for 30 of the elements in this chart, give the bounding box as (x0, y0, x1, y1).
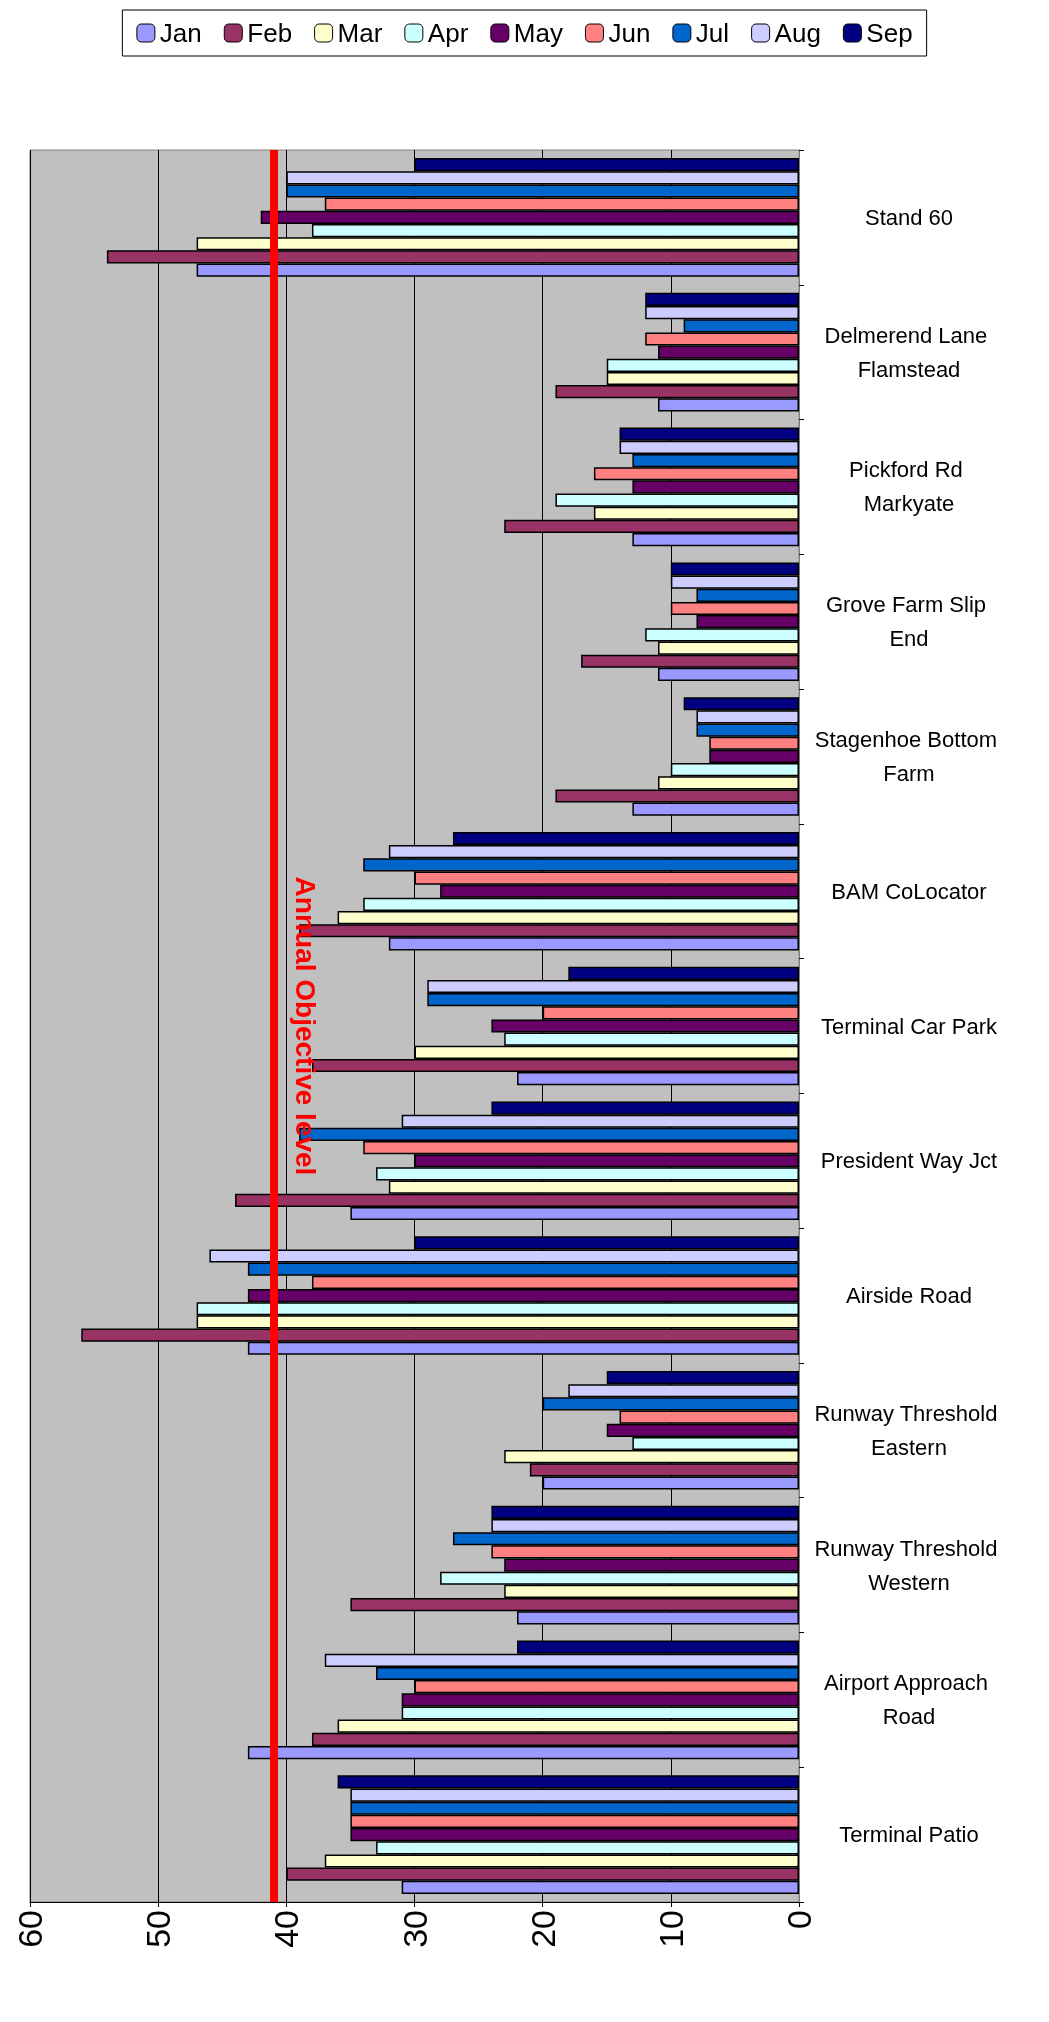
legend-label: Feb (247, 18, 293, 48)
legend-label: May (513, 18, 563, 48)
y-tick-label: Airside Road (846, 1283, 972, 1309)
y-tick-label: President Way Jct (820, 1148, 998, 1174)
x-tick-label: 50 (139, 1910, 178, 1948)
legend-label: Sep (866, 18, 913, 48)
x-tick-label: 0 (780, 1910, 818, 1929)
y-tick-label: Terminal Car Park (820, 1013, 999, 1039)
y-tick-label: Pickford Rd Markyate (849, 457, 969, 517)
y-tick-label: Delmerend Lane Flamstead (824, 322, 994, 382)
x-tick-label: 30 (395, 1910, 434, 1948)
x-tick-label: 10 (651, 1910, 690, 1948)
legend-label: Jan (159, 18, 202, 48)
y-tick-label: Terminal Patio (839, 1822, 979, 1848)
y-tick-label: BAM CoLocator (831, 878, 987, 904)
legend-label: Jun (608, 18, 651, 48)
legend-label: Mar (337, 18, 383, 48)
x-tick-label: 20 (523, 1910, 562, 1948)
y-tick-label: Airport Approach Road (824, 1670, 994, 1730)
y-tick-label: Stand 60 (864, 204, 954, 230)
legend-label: Aug (774, 18, 821, 48)
ref-line-label: Annual Objective level (290, 876, 322, 1176)
y-tick-label: Stagenhoe Bottom Farm (814, 726, 1004, 786)
legend-label: Apr (427, 18, 469, 48)
x-tick-label: 60 (11, 1910, 49, 1948)
y-tick-label: Grove Farm Slip End (825, 592, 993, 652)
x-tick-label: 40 (267, 1910, 306, 1948)
legend-label: Jul (695, 18, 730, 48)
y-tick-label: Runway Threshold Western (814, 1535, 1004, 1595)
y-tick-label: Runway Threshold Eastern (814, 1400, 1004, 1460)
